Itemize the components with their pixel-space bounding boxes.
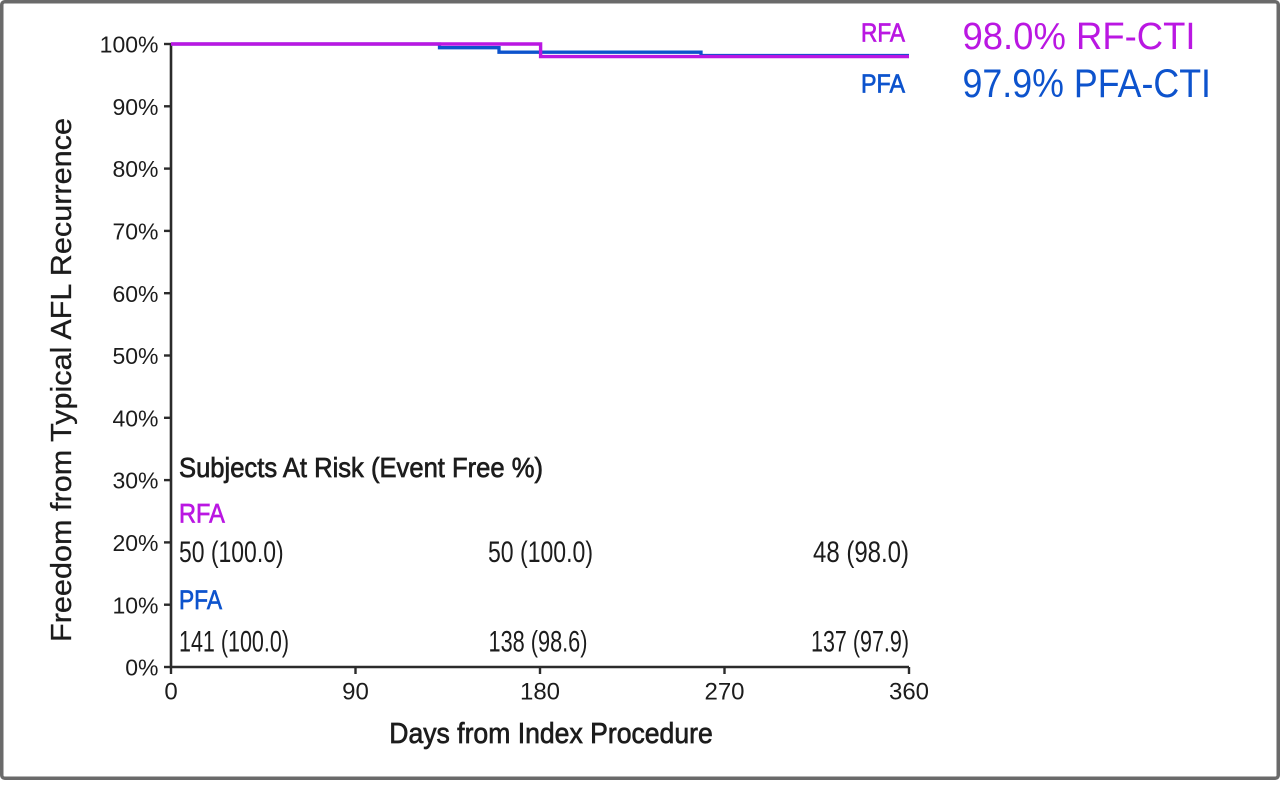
- svg-text:60%: 60%: [112, 281, 158, 307]
- svg-text:48 (98.0): 48 (98.0): [813, 536, 909, 569]
- svg-text:80%: 80%: [112, 156, 158, 182]
- svg-text:180: 180: [520, 679, 560, 706]
- svg-text:90%: 90%: [112, 94, 158, 120]
- svg-text:137 (97.9): 137 (97.9): [811, 626, 909, 659]
- svg-text:70%: 70%: [112, 219, 158, 245]
- svg-text:100%: 100%: [100, 32, 159, 58]
- svg-text:50%: 50%: [112, 343, 158, 369]
- svg-text:50 (100.0): 50 (100.0): [179, 536, 284, 569]
- svg-text:PFA: PFA: [861, 68, 906, 98]
- svg-text:0%: 0%: [125, 655, 158, 681]
- svg-text:Days from Index Procedure: Days from Index Procedure: [389, 718, 713, 750]
- svg-text:90: 90: [342, 679, 369, 706]
- svg-text:20%: 20%: [112, 530, 158, 556]
- svg-text:RFA: RFA: [179, 499, 225, 529]
- svg-text:98.0% RF-CTI: 98.0% RF-CTI: [963, 16, 1196, 58]
- svg-text:10%: 10%: [112, 592, 158, 618]
- svg-text:50 (100.0): 50 (100.0): [488, 536, 593, 569]
- svg-text:Subjects At Risk (Event Free %: Subjects At Risk (Event Free %): [179, 452, 543, 483]
- svg-text:40%: 40%: [112, 405, 158, 431]
- svg-text:Freedom from Typical AFL Recur: Freedom from Typical AFL Recurrence: [46, 118, 78, 642]
- svg-text:138 (98.6): 138 (98.6): [489, 626, 588, 659]
- svg-text:360: 360: [889, 679, 929, 706]
- svg-text:141 (100.0): 141 (100.0): [179, 626, 289, 659]
- svg-text:30%: 30%: [112, 468, 158, 494]
- svg-text:0: 0: [164, 679, 177, 706]
- svg-text:PFA: PFA: [179, 585, 222, 615]
- svg-text:RFA: RFA: [861, 18, 906, 48]
- svg-text:270: 270: [704, 679, 744, 706]
- svg-text:97.9% PFA-CTI: 97.9% PFA-CTI: [963, 62, 1212, 106]
